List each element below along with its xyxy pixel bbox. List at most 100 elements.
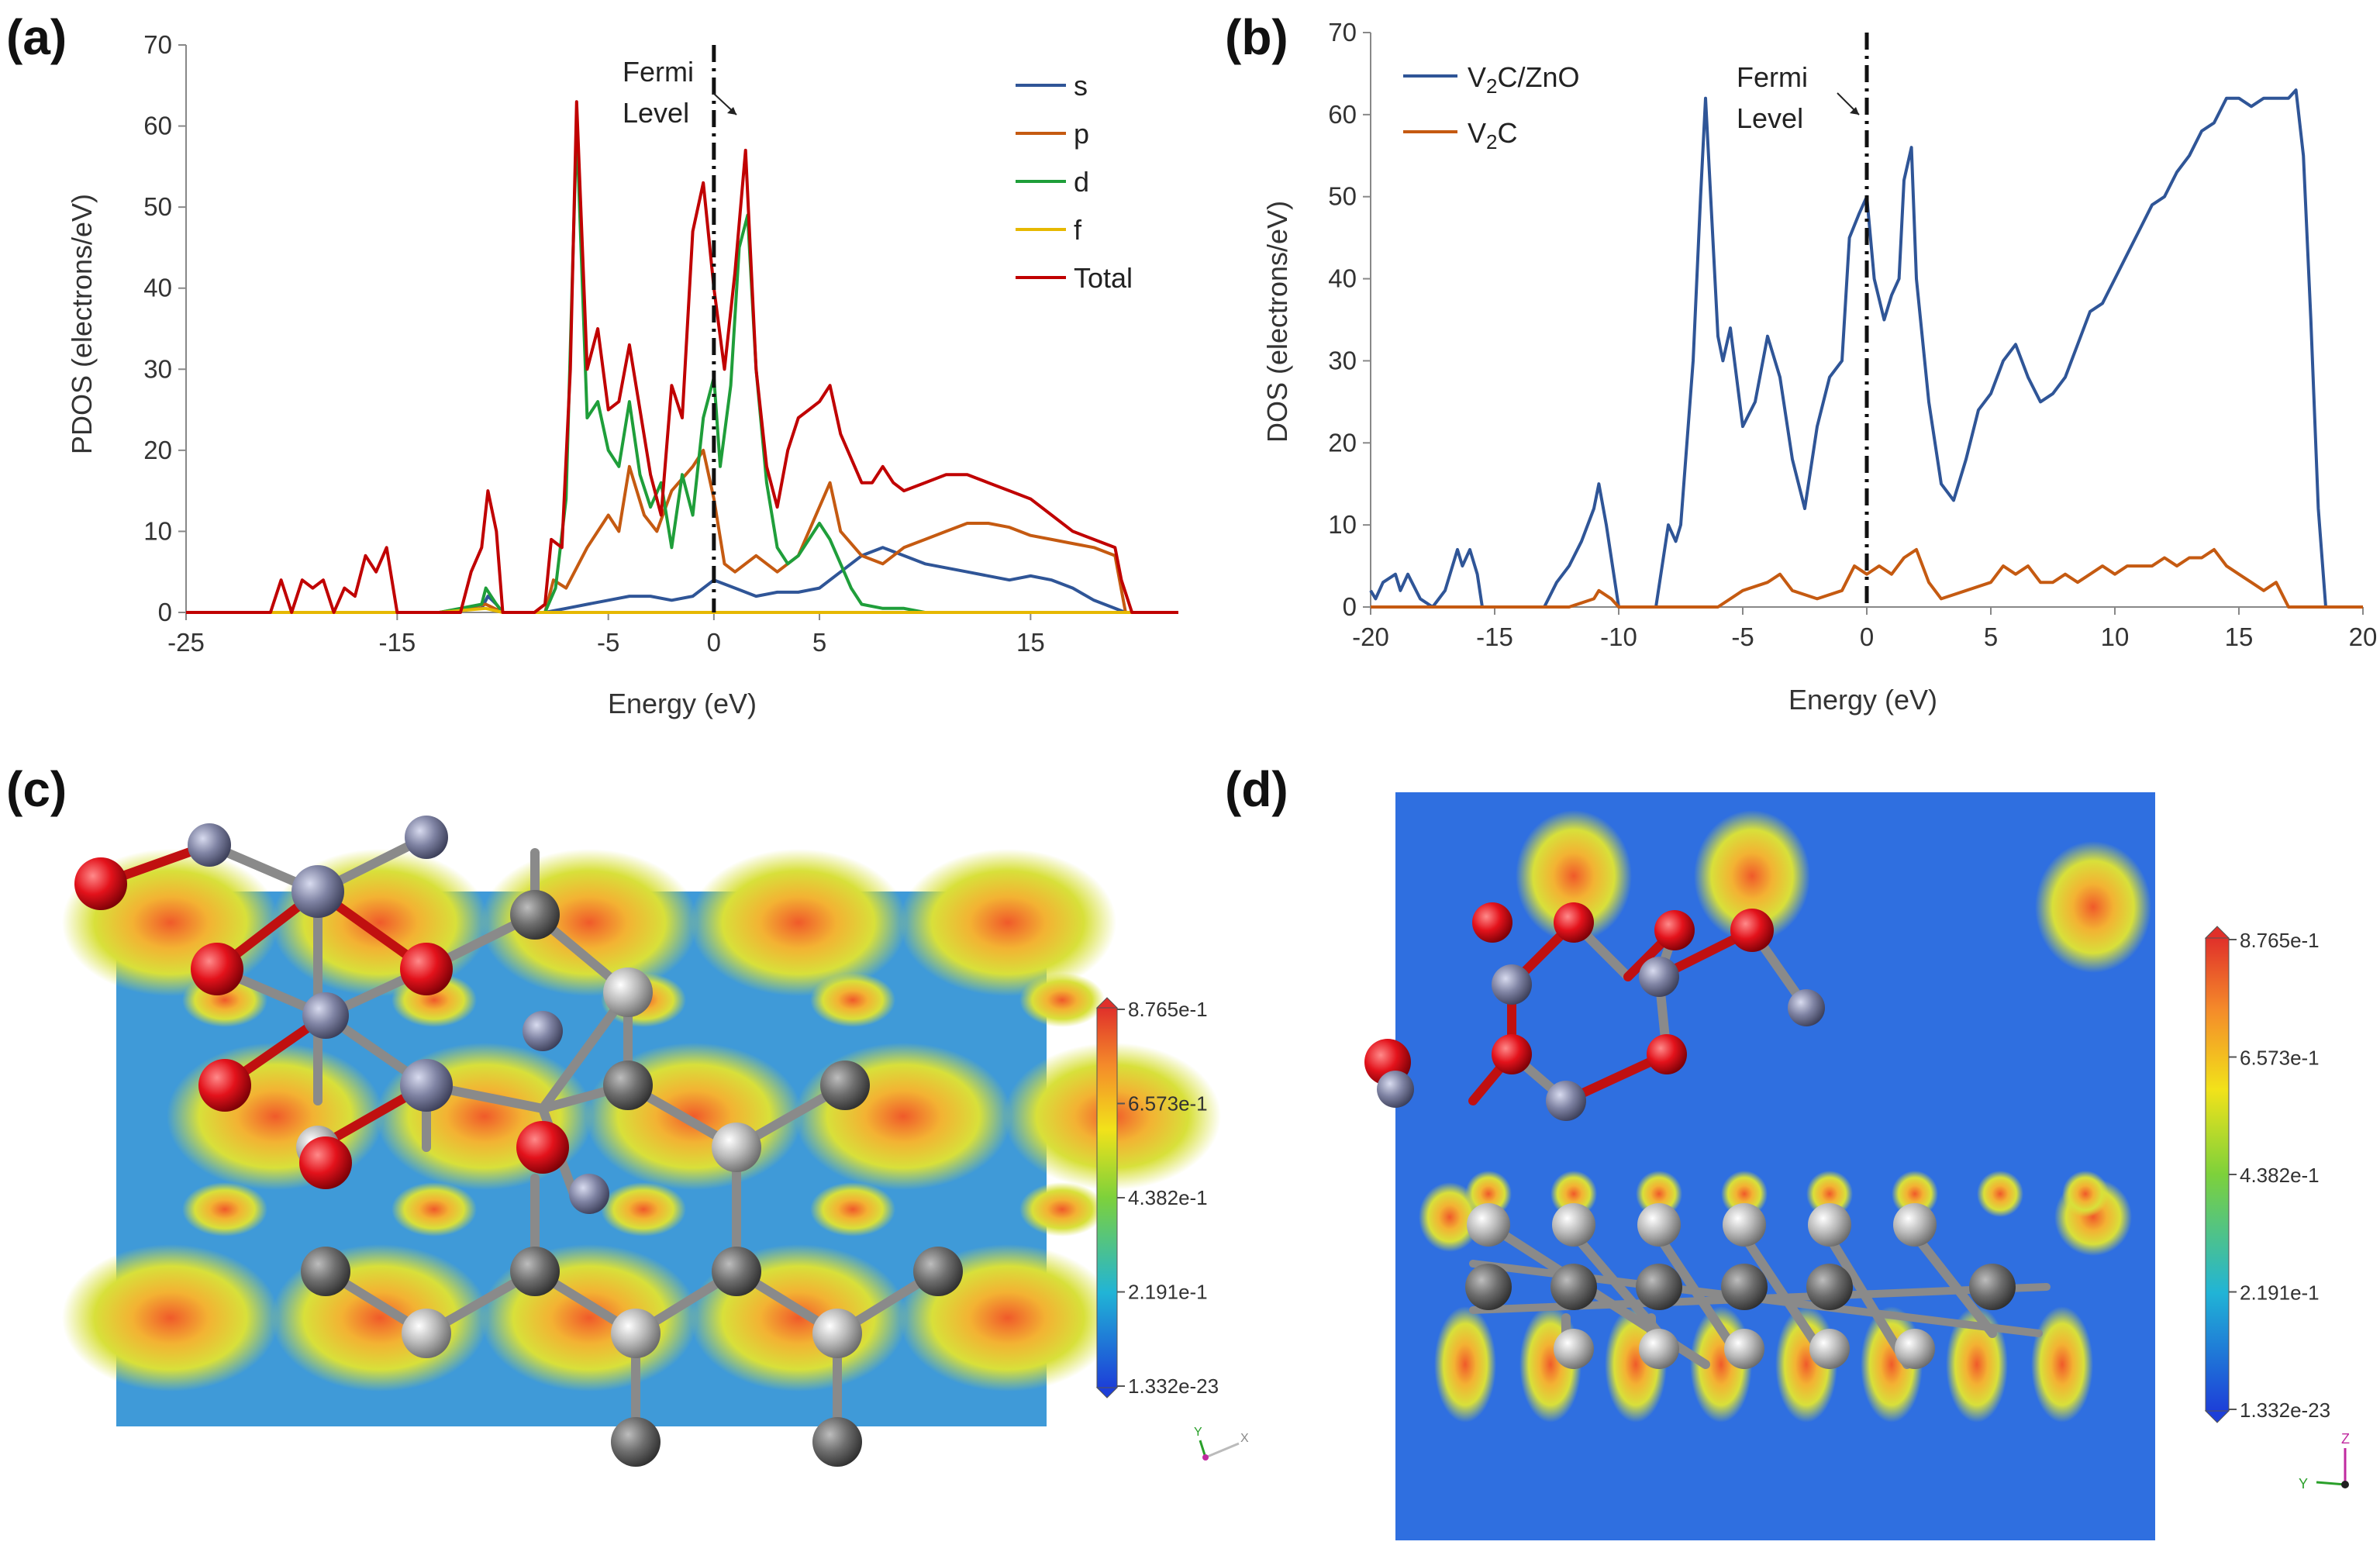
panel-d-electron-localization-map: (d) 8.765e-1 6.573e-1 4.382e-1 2.191e-1 1.33… bbox=[1225, 761, 2350, 1540]
panel-label-c: (c) bbox=[6, 761, 67, 817]
vanadium-atom bbox=[1895, 1329, 1935, 1369]
carbon-atom bbox=[820, 1061, 870, 1110]
axis-triad: Z Y bbox=[2299, 1431, 2350, 1492]
carbon-atom bbox=[510, 890, 560, 940]
vanadium-atom bbox=[402, 1309, 451, 1358]
y-tick-label: 60 bbox=[143, 112, 172, 140]
legend-label-d: d bbox=[1074, 166, 1089, 198]
y-tick-label: 40 bbox=[1328, 264, 1357, 293]
carbon-atom bbox=[812, 1417, 862, 1467]
y-tick-label: 60 bbox=[1328, 100, 1357, 129]
y-tick-label: 30 bbox=[1328, 346, 1357, 374]
triad-label-y: Y bbox=[2299, 1476, 2308, 1492]
triad-label-y: Y bbox=[1194, 1426, 1202, 1439]
color-bar-label: 2.191e-1 bbox=[1128, 1281, 1208, 1304]
elf-high-density-region bbox=[2035, 841, 2151, 973]
series-line-s bbox=[186, 546, 1178, 614]
zinc-atom bbox=[400, 1059, 453, 1112]
zinc-atom bbox=[302, 992, 349, 1039]
y-axis-title: DOS (electrons/eV) bbox=[1261, 201, 1293, 443]
vanadium-atom bbox=[1467, 1203, 1510, 1247]
color-bar-top-cap bbox=[2204, 926, 2230, 939]
vanadium-atom bbox=[1893, 1203, 1937, 1247]
elf-high-density-region bbox=[1694, 810, 1810, 942]
carbon-atom bbox=[913, 1247, 963, 1296]
elf-high-density-region bbox=[1550, 1171, 1597, 1217]
x-tick-label: 15 bbox=[1016, 628, 1045, 657]
legend: V2C/ZnO V2C bbox=[1403, 61, 1580, 153]
elf-high-density-region bbox=[1977, 1171, 2023, 1217]
oxygen-atom bbox=[1730, 909, 1774, 952]
oxygen-atom bbox=[1554, 902, 1594, 943]
elf-high-density-region bbox=[2062, 1171, 2109, 1217]
color-bar-label: 6.573e-1 bbox=[2240, 1046, 2320, 1069]
panel-label-d: (d) bbox=[1225, 761, 1288, 817]
elf-high-density-region bbox=[1516, 810, 1632, 942]
y-tick-label: 0 bbox=[158, 598, 172, 626]
x-tick-label: 10 bbox=[2101, 623, 2130, 651]
zinc-atom bbox=[523, 1011, 563, 1051]
x-tick-label: 5 bbox=[812, 628, 826, 657]
panel-b-dos: (b) 0 10 20 30 40 50 60 70 -20 -15 -10 -5 0 5 10 15 20 E… bbox=[1225, 9, 2377, 716]
carbon-atom bbox=[1465, 1264, 1512, 1310]
carbon-atom bbox=[301, 1247, 350, 1296]
y-tick-label: 10 bbox=[1328, 510, 1357, 539]
x-tick-label: -15 bbox=[378, 628, 416, 657]
vanadium-atom bbox=[1637, 1203, 1681, 1247]
legend-label-v2c-zno: V2C/ZnO bbox=[1468, 61, 1580, 98]
zinc-atom bbox=[405, 816, 448, 859]
carbon-atom bbox=[1636, 1264, 1682, 1310]
elf-high-density-region bbox=[1019, 1182, 1105, 1236]
fermi-annotation-line2: Level bbox=[623, 97, 689, 129]
legend-label-s: s bbox=[1074, 70, 1088, 102]
panel-label-a: (a) bbox=[6, 9, 67, 65]
color-bar-label: 4.382e-1 bbox=[2240, 1164, 2320, 1187]
elf-high-density-region bbox=[795, 1043, 1012, 1190]
elf-high-density-region bbox=[899, 849, 1116, 996]
carbon-atom bbox=[1806, 1264, 1853, 1310]
legend-label-total: Total bbox=[1074, 262, 1133, 294]
series-line-total bbox=[186, 100, 1178, 614]
elf-high-density-region bbox=[690, 849, 907, 996]
series-line-p bbox=[186, 448, 1178, 614]
y-tick-label: 0 bbox=[1343, 592, 1357, 621]
color-bar-top-cap bbox=[1095, 997, 1119, 1009]
x-axis-title: Energy (eV) bbox=[608, 688, 757, 719]
elf-high-density-region bbox=[182, 1182, 267, 1236]
oxygen-atom bbox=[74, 857, 127, 910]
x-tick-label: 0 bbox=[1860, 623, 1874, 651]
elf-high-density-region bbox=[1806, 1171, 1853, 1217]
vanadium-atom bbox=[1552, 1203, 1595, 1247]
panel-label-b: (b) bbox=[1225, 9, 1288, 65]
panel-c-electron-localization-map: (c) 8.765e-1 6.573e-1 4.382e-1 2.191e-1 1.33… bbox=[6, 761, 1249, 1467]
color-bar-label: 4.382e-1 bbox=[1128, 1186, 1208, 1209]
x-tick-label: 0 bbox=[707, 628, 721, 657]
y-tick-label: 70 bbox=[143, 30, 172, 59]
zinc-atom bbox=[569, 1174, 609, 1214]
y-tick-label: 30 bbox=[143, 354, 172, 383]
elf-high-density-region bbox=[1721, 1171, 1768, 1217]
oxygen-atom bbox=[1472, 902, 1513, 943]
oxygen-atom bbox=[191, 943, 243, 995]
zinc-atom bbox=[188, 823, 231, 867]
fermi-annotation-line1: Fermi bbox=[1737, 61, 1808, 93]
vanadium-atom bbox=[1808, 1203, 1851, 1247]
x-tick-label: -10 bbox=[1600, 623, 1637, 651]
vanadium-atom bbox=[1639, 1329, 1679, 1369]
elf-high-density-region bbox=[1434, 1306, 1496, 1423]
panel-a-pdos: (a) 0 10 20 30 40 50 60 70 -25 -15 -5 0 5 15 Energy (… bbox=[6, 9, 1178, 719]
legend-label-p: p bbox=[1074, 118, 1089, 150]
carbon-atom bbox=[1721, 1264, 1768, 1310]
elf-high-density-region bbox=[1419, 1182, 1481, 1252]
vanadium-atom bbox=[712, 1123, 761, 1172]
x-tick-label: 20 bbox=[2349, 623, 2378, 651]
carbon-atom bbox=[712, 1247, 761, 1296]
vanadium-atom bbox=[1724, 1329, 1764, 1369]
x-axis-title: Energy (eV) bbox=[1788, 684, 1937, 716]
y-tick-label: 70 bbox=[1328, 18, 1357, 47]
color-bar-label: 8.765e-1 bbox=[1128, 998, 1208, 1021]
elf-high-density-region bbox=[2031, 1306, 2093, 1423]
zinc-atom bbox=[1377, 1071, 1414, 1108]
